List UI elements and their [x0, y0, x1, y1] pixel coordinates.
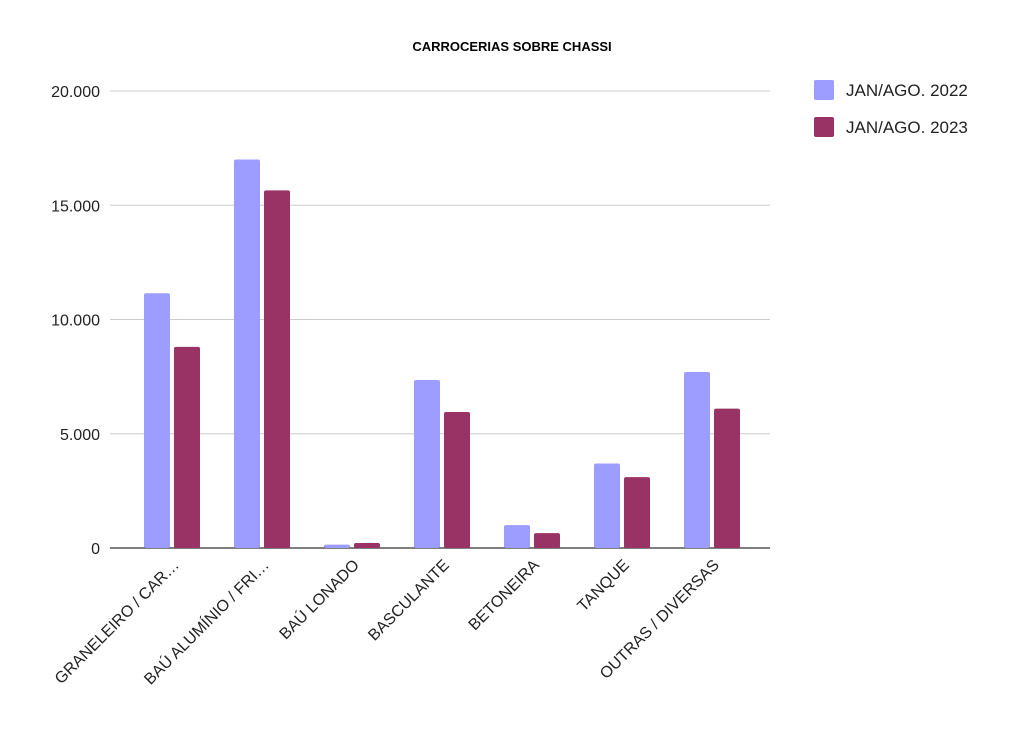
legend-label: JAN/AGO. 2022: [846, 81, 968, 100]
bar-2023: [174, 346, 200, 548]
legend: JAN/AGO. 2022 JAN/AGO. 2023: [814, 80, 968, 137]
bar-2022: [324, 544, 350, 548]
y-tick-label: 20.000: [51, 84, 100, 101]
x-axis-labels: GRANELEIRO / CAR…BAÚ ALUMÍNIO / FRI… BAÚ …: [52, 555, 723, 688]
bar-2023: [624, 477, 650, 548]
bar-2023: [714, 408, 740, 548]
bar-2022: [144, 293, 170, 548]
bar-2022: [594, 463, 620, 548]
bar-2022: [234, 159, 260, 549]
chart-title: CARROCERIAS SOBRE CHASSI: [412, 39, 611, 54]
x-tick-label: BASCULANTE: [365, 557, 452, 644]
legend-swatch: [814, 80, 834, 100]
bar-2023: [354, 542, 380, 548]
bars: [144, 159, 740, 549]
y-tick-label: 5.000: [60, 427, 100, 444]
bar-2022: [504, 525, 530, 548]
bar-2023: [444, 412, 470, 548]
bar-2023: [534, 533, 560, 548]
legend-swatch: [814, 117, 834, 137]
gridlines: 0 5.000 10.000 15.000 20.000: [51, 84, 770, 558]
bar-2023: [264, 190, 290, 548]
y-tick-label: 15.000: [51, 198, 100, 215]
x-tick-label: TANQUE: [575, 557, 633, 615]
x-tick-label: BETONEIRA: [466, 557, 543, 634]
legend-label: JAN/AGO. 2023: [846, 118, 968, 137]
y-tick-label: 10.000: [51, 313, 100, 330]
bar-2022: [684, 372, 710, 548]
bar-2022: [414, 380, 440, 548]
y-tick-label: 0: [91, 541, 100, 558]
x-tick-label: BAÚ LONADO: [275, 555, 363, 643]
